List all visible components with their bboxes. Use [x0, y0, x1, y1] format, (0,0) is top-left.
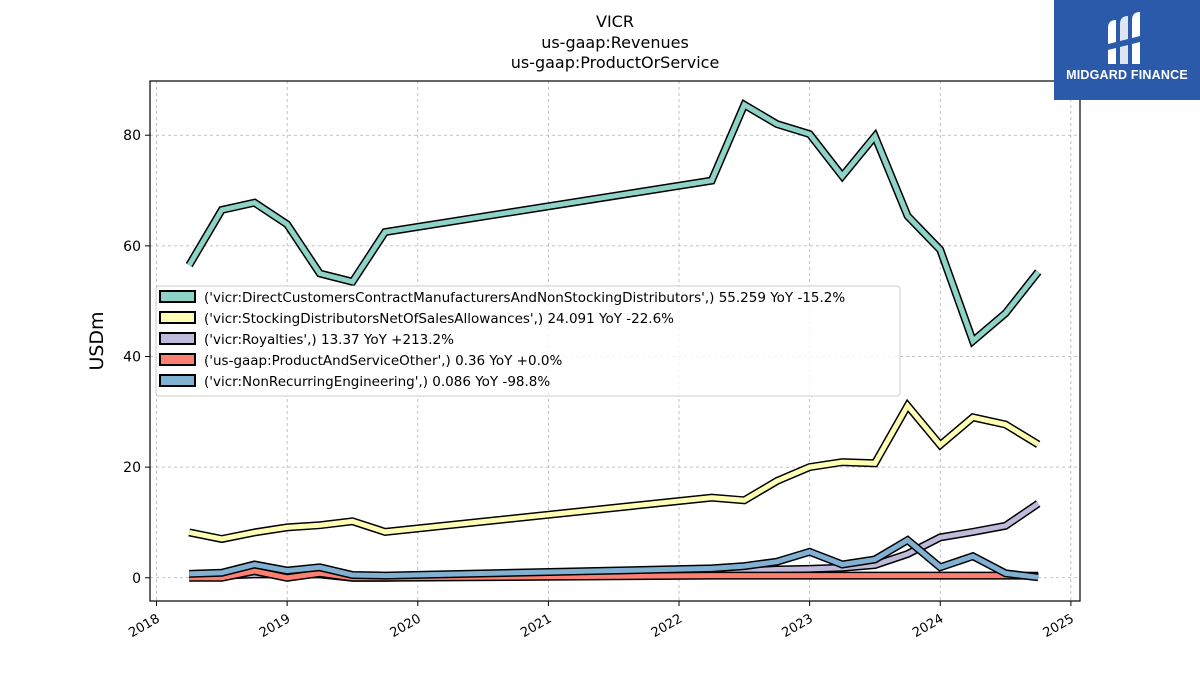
series-line — [187, 101, 1041, 346]
legend-entry: ('vicr:StockingDistributorsNetOfSalesAll… — [204, 311, 674, 327]
legend-swatch — [159, 332, 196, 345]
legend-entry: ('vicr:Royalties',) 13.37 YoY +213.2% — [204, 332, 454, 348]
x-tick-label: 2021 — [518, 611, 554, 641]
brand-name: MIDGARD FINANCE — [1066, 68, 1188, 82]
series-1 — [188, 398, 1041, 544]
y-tick-label: 80 — [123, 128, 141, 144]
y-axis: 0 20 40 60 80 — [123, 128, 150, 587]
brand-logo: MIDGARD FINANCE — [1054, 0, 1200, 100]
x-tick-label: 2022 — [649, 611, 685, 641]
series-0 — [185, 99, 1042, 348]
title-line-1: VICR — [596, 12, 634, 31]
series-line — [189, 537, 1039, 580]
x-tick-label: 2023 — [779, 611, 815, 641]
legend-entry: ('us-gaap:ProductAndServiceOther',) 0.36… — [204, 353, 562, 369]
series-line — [188, 401, 1040, 542]
series-4 — [189, 535, 1039, 582]
legend-frame — [155, 285, 901, 397]
series-layer — [185, 99, 1042, 582]
series-3 — [189, 567, 1039, 582]
legend: ('vicr:DirectCustomersContractManufactur… — [155, 285, 901, 397]
y-axis-label: USDm — [86, 311, 108, 370]
title: VICR us-gaap:Revenues us-gaap:ProductOrS… — [511, 12, 720, 72]
y-tick-label: 40 — [123, 349, 141, 365]
legend-swatch — [159, 290, 196, 303]
y-tick-label: 60 — [123, 239, 141, 255]
grid — [150, 81, 1080, 601]
x-tick-label: 2025 — [1041, 611, 1077, 641]
logo-mark-icon — [1108, 12, 1140, 64]
title-line-3: us-gaap:ProductOrService — [511, 53, 720, 72]
legend-swatch — [159, 311, 196, 324]
y-tick-label: 0 — [132, 571, 141, 587]
legend-swatch — [159, 353, 196, 366]
title-line-2: us-gaap:Revenues — [541, 33, 689, 52]
series-line — [189, 568, 1039, 581]
legend-entry: ('vicr:NonRecurringEngineering',) 0.086 … — [204, 374, 550, 390]
legend-swatch — [159, 374, 196, 387]
x-tick-label: 2019 — [257, 611, 293, 641]
y-tick-label: 20 — [123, 460, 141, 476]
x-axis: 2018 2019 2020 2021 2022 2023 2024 2025 — [126, 601, 1077, 641]
x-tick-label: 2024 — [910, 611, 946, 641]
series-line-outline — [188, 398, 1041, 544]
x-tick-label: 2018 — [126, 611, 162, 641]
plot-frame — [149, 80, 1081, 602]
x-tick-label: 2020 — [388, 611, 424, 641]
legend-entry: ('vicr:DirectCustomersContractManufactur… — [204, 290, 845, 306]
